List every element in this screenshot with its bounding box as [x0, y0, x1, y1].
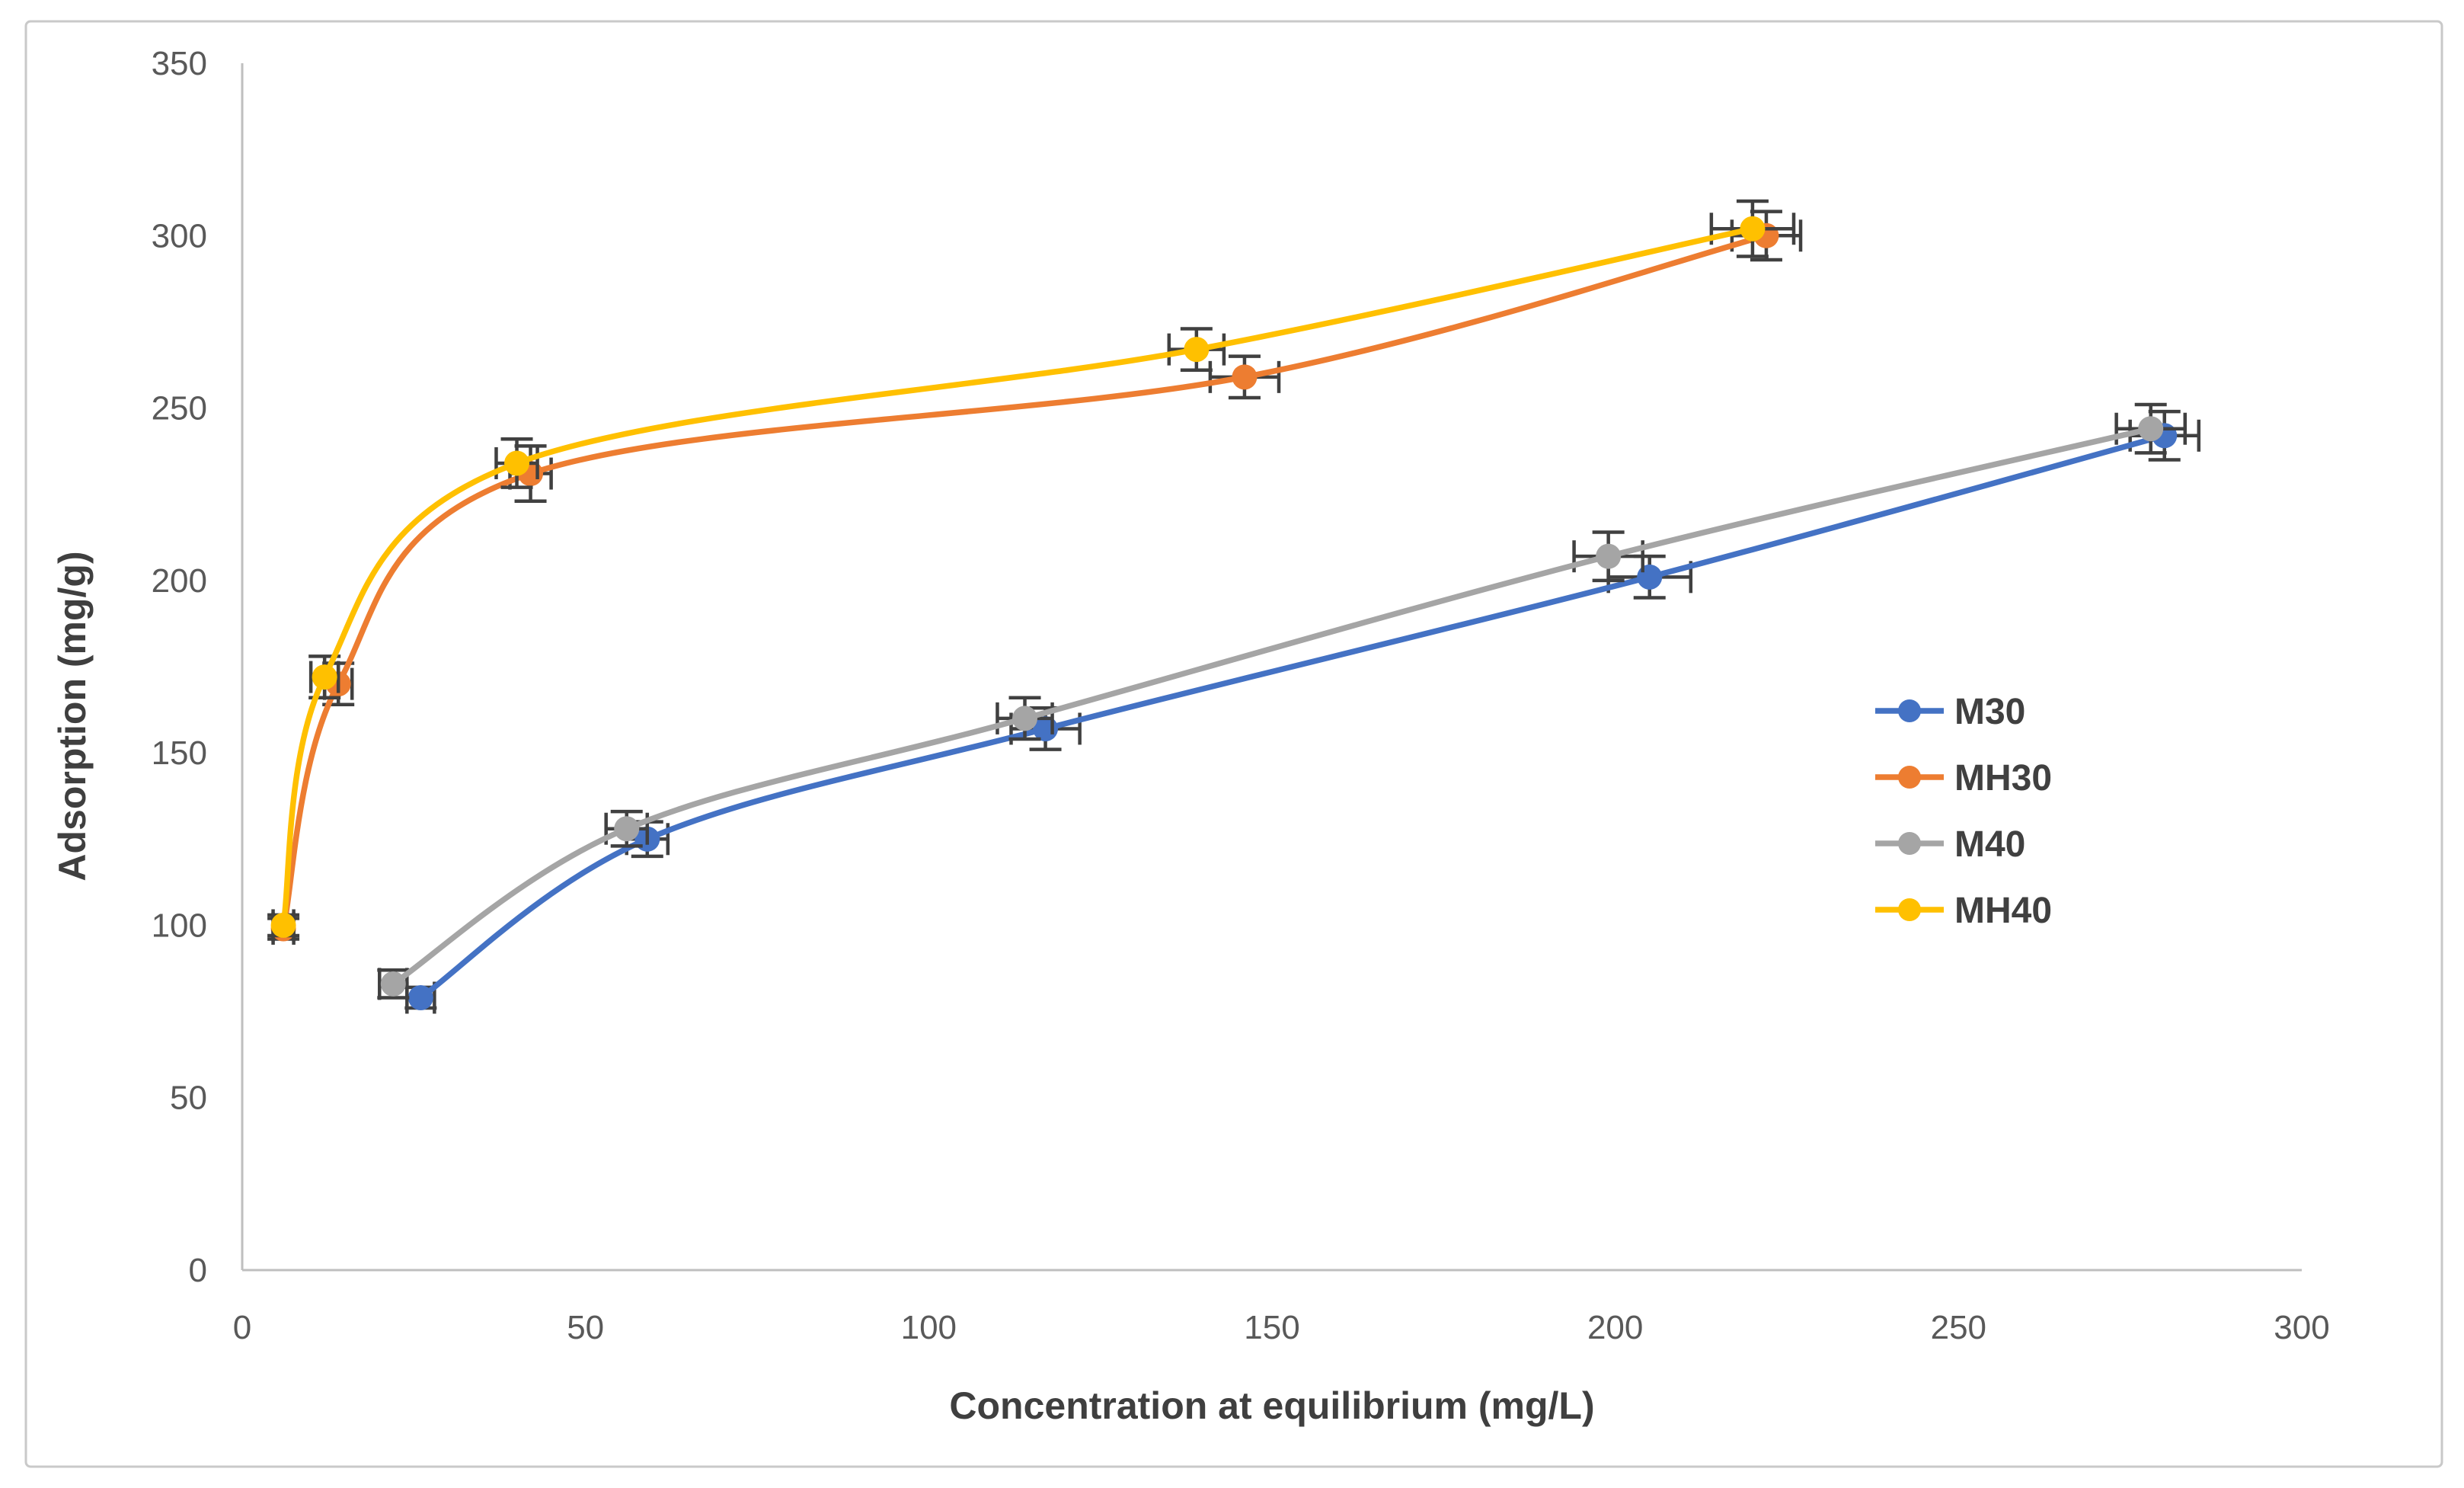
series-line-M40 — [390, 425, 2154, 987]
series-MH40 — [267, 199, 1796, 942]
x-tick-label-200: 200 — [1587, 1309, 1643, 1346]
legend-label-MH40: MH40 — [1954, 891, 2052, 931]
y-tick-label-50: 50 — [170, 1080, 207, 1117]
data-point-M40-2 — [1012, 706, 1038, 731]
data-point-MH40-1 — [312, 664, 337, 690]
x-tick-label-50: 50 — [567, 1309, 604, 1346]
legend-label-M40: M40 — [1954, 824, 2025, 865]
legend: M30 MH30 M40 MH40 — [1875, 692, 2052, 931]
data-point-M30-3 — [1637, 564, 1663, 590]
error-bar-M40-4 — [2114, 402, 2188, 455]
x-axis-title: Concentration at equilibrium (mg/L) — [949, 1384, 1594, 1427]
x-tick-label-250: 250 — [1931, 1309, 1986, 1346]
y-tick-label-350: 350 — [152, 45, 207, 82]
series-line-MH30 — [280, 232, 1769, 932]
legend-item-M40: M40 — [1875, 824, 2025, 865]
y-axis-title: Adsorption (mg/g) — [51, 551, 94, 881]
x-tick-label-100: 100 — [901, 1309, 957, 1346]
y-tick-label-250: 250 — [152, 390, 207, 427]
series-line-MH40 — [280, 226, 1756, 929]
data-point-MH40-2 — [504, 450, 530, 476]
data-point-M40-1 — [614, 816, 640, 842]
y-tick-label-200: 200 — [152, 562, 207, 600]
series-M40 — [377, 402, 2188, 1000]
legend-marker-M40 — [1898, 832, 1921, 855]
series-line-M30 — [417, 433, 2168, 1001]
data-point-MH30-3 — [1232, 364, 1258, 390]
x-tick-label-300: 300 — [2274, 1309, 2329, 1346]
data-point-MH40-3 — [1184, 337, 1210, 363]
x-tick-label-0: 0 — [233, 1309, 251, 1346]
x-tick-label-150: 150 — [1244, 1309, 1299, 1346]
legend-marker-MH30 — [1898, 766, 1921, 789]
legend-label-MH30: MH30 — [1954, 758, 2052, 798]
y-tick-label-150: 150 — [152, 734, 207, 772]
legend-item-MH30: MH30 — [1875, 758, 2052, 798]
y-tick-label-0: 0 — [189, 1252, 207, 1289]
y-tick-label-300: 300 — [152, 217, 207, 254]
legend-label-M30: M30 — [1954, 692, 2025, 732]
legend-item-MH40: MH40 — [1875, 891, 2052, 931]
figure-border — [24, 20, 2443, 1468]
legend-marker-MH40 — [1898, 898, 1921, 921]
error-bar-M40-3 — [1572, 530, 1644, 583]
legend-item-M30: M30 — [1875, 692, 2025, 732]
y-tick-label-100: 100 — [152, 907, 207, 944]
data-point-M30-0 — [407, 984, 433, 1010]
data-point-MH40-4 — [1740, 216, 1766, 242]
data-point-M40-3 — [1596, 543, 1622, 569]
data-point-MH40-0 — [270, 912, 296, 938]
data-point-M40-0 — [380, 971, 406, 997]
error-bar-MH40-3 — [1167, 327, 1226, 373]
series-MH30 — [267, 210, 1803, 945]
legend-marker-M30 — [1898, 699, 1921, 722]
data-point-M40-4 — [2138, 416, 2164, 442]
